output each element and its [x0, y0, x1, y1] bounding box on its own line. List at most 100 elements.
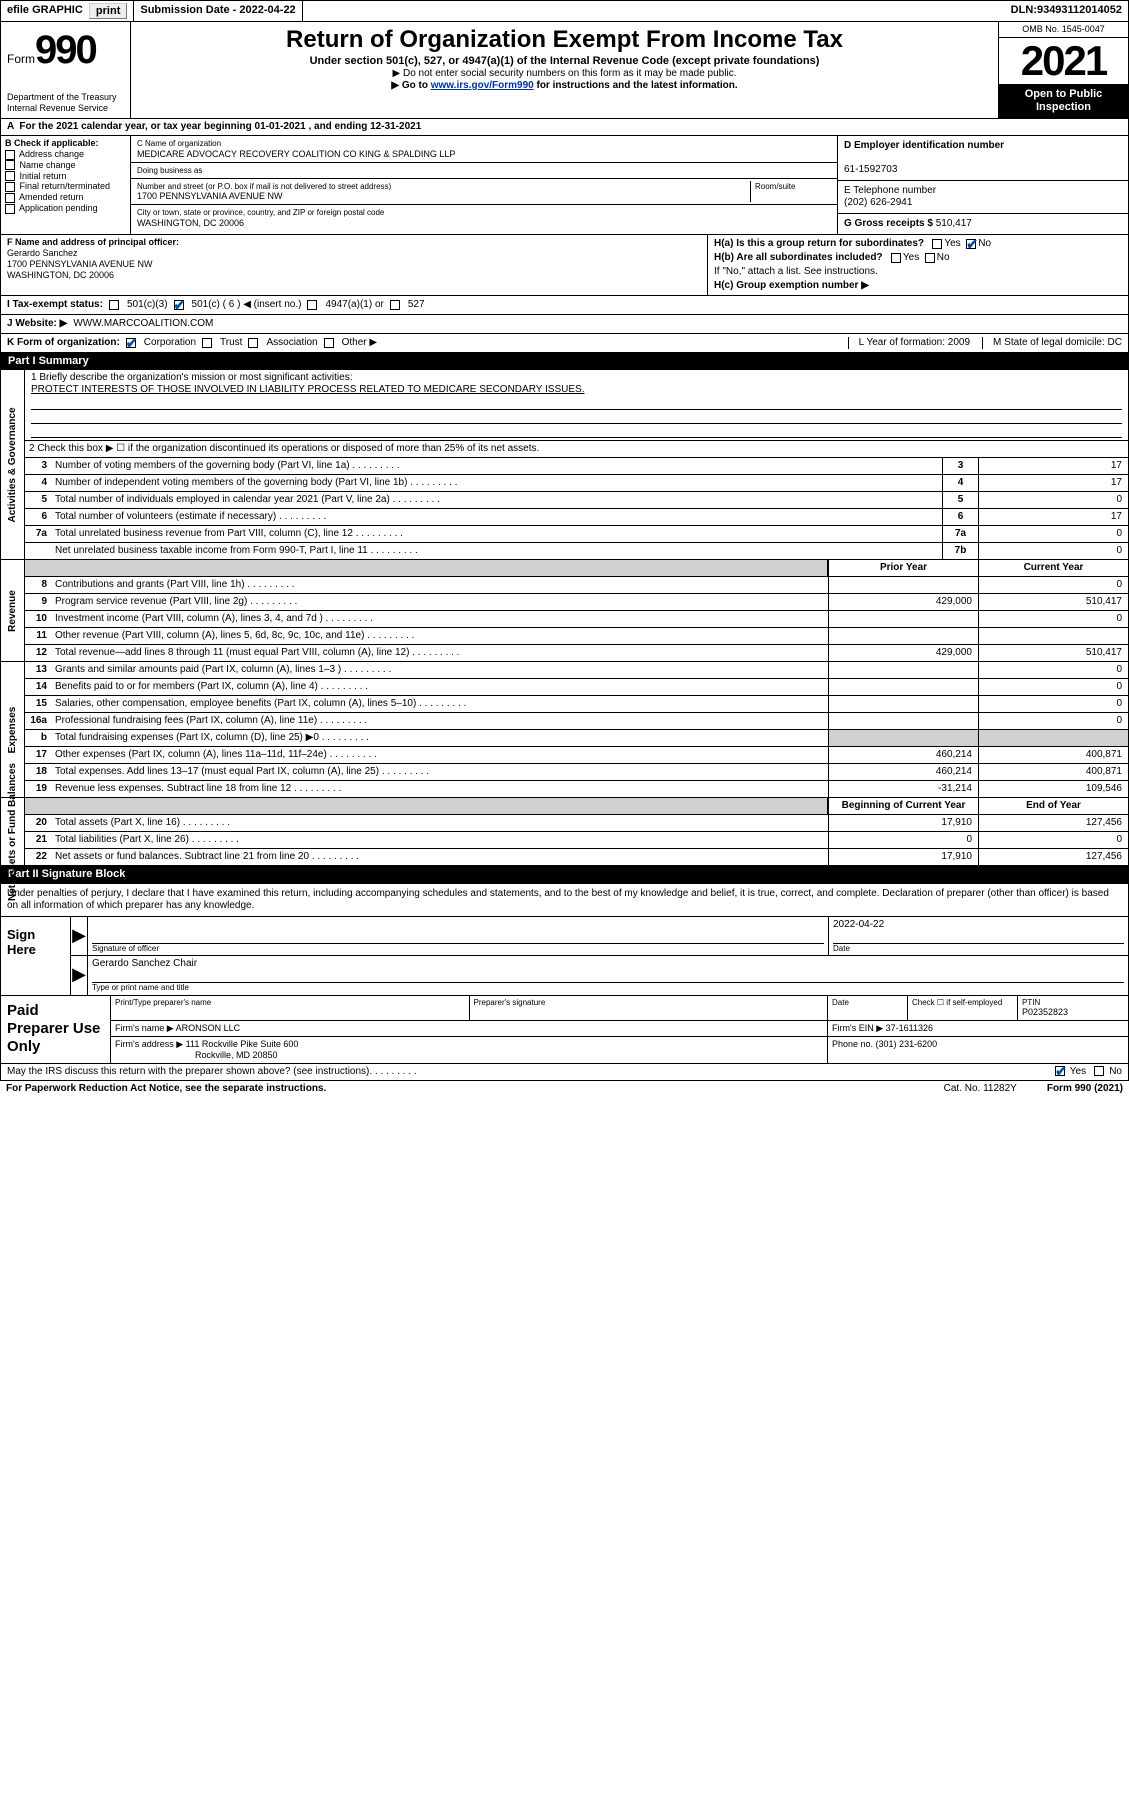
data-row: 13Grants and similar amounts paid (Part …	[25, 662, 1128, 679]
may-no-check[interactable]	[1094, 1066, 1104, 1076]
goto-suffix: for instructions and the latest informat…	[534, 80, 738, 91]
row-desc: Number of voting members of the governin…	[51, 458, 942, 474]
row-desc: Total expenses. Add lines 13–17 (must eq…	[51, 764, 828, 780]
sign-here-block: Sign Here ▶ Signature of officer 2022-04…	[0, 917, 1129, 996]
row-val: 17	[978, 458, 1128, 474]
d-ein-label: D Employer identification number	[844, 140, 1004, 151]
part1-netassets: Net Assets or Fund Balances Beginning of…	[0, 798, 1129, 866]
firm-phone-label: Phone no.	[832, 1039, 876, 1049]
form-number: 990	[35, 28, 96, 72]
row-prior	[828, 713, 978, 729]
h-b-note: If "No," attach a list. See instructions…	[714, 265, 1122, 279]
row-curr: 0	[978, 696, 1128, 712]
data-row: 14Benefits paid to or for members (Part …	[25, 679, 1128, 696]
side-governance: Activities & Governance	[1, 370, 25, 559]
501c3-label: 501(c)(3)	[127, 299, 168, 311]
row-curr: 0	[978, 577, 1128, 593]
other-check[interactable]	[324, 338, 334, 348]
corp-check[interactable]	[126, 338, 136, 348]
data-row: 16aProfessional fundraising fees (Part I…	[25, 713, 1128, 730]
row-num: 5	[25, 492, 51, 508]
h-c-label: H(c) Group exemption number ▶	[714, 280, 869, 291]
k-label: K Form of organization:	[7, 337, 120, 349]
row-curr: 0	[978, 662, 1128, 678]
may-yes-check[interactable]	[1055, 1066, 1065, 1076]
gov-row: 3Number of voting members of the governi…	[25, 458, 1128, 475]
hb-no-check[interactable]	[925, 253, 935, 263]
website-value: WWW.MARCCOALITION.COM	[73, 318, 213, 330]
row-prior: 460,214	[828, 747, 978, 763]
print-button[interactable]: print	[89, 3, 127, 19]
may-yes: Yes	[1070, 1066, 1086, 1077]
row-num: 17	[25, 747, 51, 763]
firm-addr2: Rockville, MD 20850	[195, 1050, 278, 1060]
name-title-cell: Gerardo Sanchez Chair Type or print name…	[87, 956, 1128, 995]
firm-addr1: 111 Rockville Pike Suite 600	[186, 1039, 299, 1049]
form-subtitle: Under section 501(c), 527, or 4947(a)(1)…	[135, 55, 994, 68]
col-end-year: End of Year	[978, 798, 1128, 814]
form-title: Return of Organization Exempt From Incom…	[135, 26, 994, 55]
app-pending-check[interactable]	[5, 204, 15, 214]
sig-date-value: 2022-04-22	[833, 919, 1124, 931]
name-change-check[interactable]	[5, 160, 15, 170]
dln-label: DLN:	[1011, 4, 1037, 17]
trust-check[interactable]	[202, 338, 212, 348]
527-label: 527	[408, 299, 425, 311]
row-curr: 0	[978, 611, 1128, 627]
hb-yes-check[interactable]	[891, 253, 901, 263]
f-label: F Name and address of principal officer:	[7, 237, 179, 247]
side-net-text: Net Assets or Fund Balances	[7, 763, 19, 901]
row-val: 0	[978, 543, 1128, 559]
501c3-check[interactable]	[109, 300, 119, 310]
initial-return-check[interactable]	[5, 171, 15, 181]
row-num: 8	[25, 577, 51, 593]
final-return-check[interactable]	[5, 182, 15, 192]
sig-arrow-1: ▶	[71, 917, 87, 956]
dba-label: Doing business as	[137, 166, 202, 175]
header-right: OMB No. 1545-0047 2021 Open to Public In…	[998, 22, 1128, 118]
4947-check[interactable]	[307, 300, 317, 310]
perjury-declaration: Under penalties of perjury, I declare th…	[0, 884, 1129, 917]
irs-label: Internal Revenue Service	[7, 103, 124, 114]
row-curr	[978, 730, 1128, 746]
501c-check[interactable]	[174, 300, 184, 310]
officer-addr1: 1700 PENNSYLVANIA AVENUE NW	[7, 259, 153, 269]
assoc-check[interactable]	[248, 338, 258, 348]
may-no: No	[1109, 1066, 1122, 1077]
section-b: B Check if applicable: Address change Na…	[1, 136, 131, 234]
row-curr: 109,546	[978, 781, 1128, 797]
name-title-value: Gerardo Sanchez Chair	[92, 958, 1124, 970]
data-row: 17Other expenses (Part IX, column (A), l…	[25, 747, 1128, 764]
ha-no-check[interactable]	[966, 239, 976, 249]
row-prior: -31,214	[828, 781, 978, 797]
amended-return-check[interactable]	[5, 193, 15, 203]
initial-return-label: Initial return	[20, 171, 67, 181]
row-desc: Other expenses (Part IX, column (A), lin…	[51, 747, 828, 763]
row-desc: Program service revenue (Part VIII, line…	[51, 594, 828, 610]
irs-link[interactable]: www.irs.gov/Form990	[431, 80, 534, 91]
period-line: A For the 2021 calendar year, or tax yea…	[0, 119, 1129, 136]
row-num: 14	[25, 679, 51, 695]
data-row: 12Total revenue—add lines 8 through 11 (…	[25, 645, 1128, 661]
ha-yes-check[interactable]	[932, 239, 942, 249]
name-change-label: Name change	[20, 160, 76, 170]
page-footer: For Paperwork Reduction Act Notice, see …	[0, 1081, 1129, 1097]
dln-cell: DLN: 93493112014052	[1005, 1, 1128, 21]
prep-date-label: Date	[832, 998, 903, 1008]
row-num: 13	[25, 662, 51, 678]
row-boxnum: 7b	[942, 543, 978, 559]
527-check[interactable]	[390, 300, 400, 310]
self-employed-check: Check ☐ if self-employed	[912, 998, 1013, 1008]
gov-row: Net unrelated business taxable income fr…	[25, 543, 1128, 559]
row-prior: 429,000	[828, 645, 978, 661]
addr-change-check[interactable]	[5, 150, 15, 160]
sig-arrow-2: ▶	[71, 956, 87, 995]
mission-label: 1 Briefly describe the organization's mi…	[31, 372, 1122, 384]
city-value: WASHINGTON, DC 20006	[137, 218, 244, 228]
row-prior	[828, 730, 978, 746]
ptin-value: P02352823	[1022, 1007, 1124, 1018]
501c-label: 501(c) ( 6 ) ◀ (insert no.)	[192, 299, 302, 311]
open-to-public: Open to Public Inspection	[999, 84, 1128, 118]
name-title-label: Type or print name and title	[92, 982, 1124, 993]
row-num: 20	[25, 815, 51, 831]
